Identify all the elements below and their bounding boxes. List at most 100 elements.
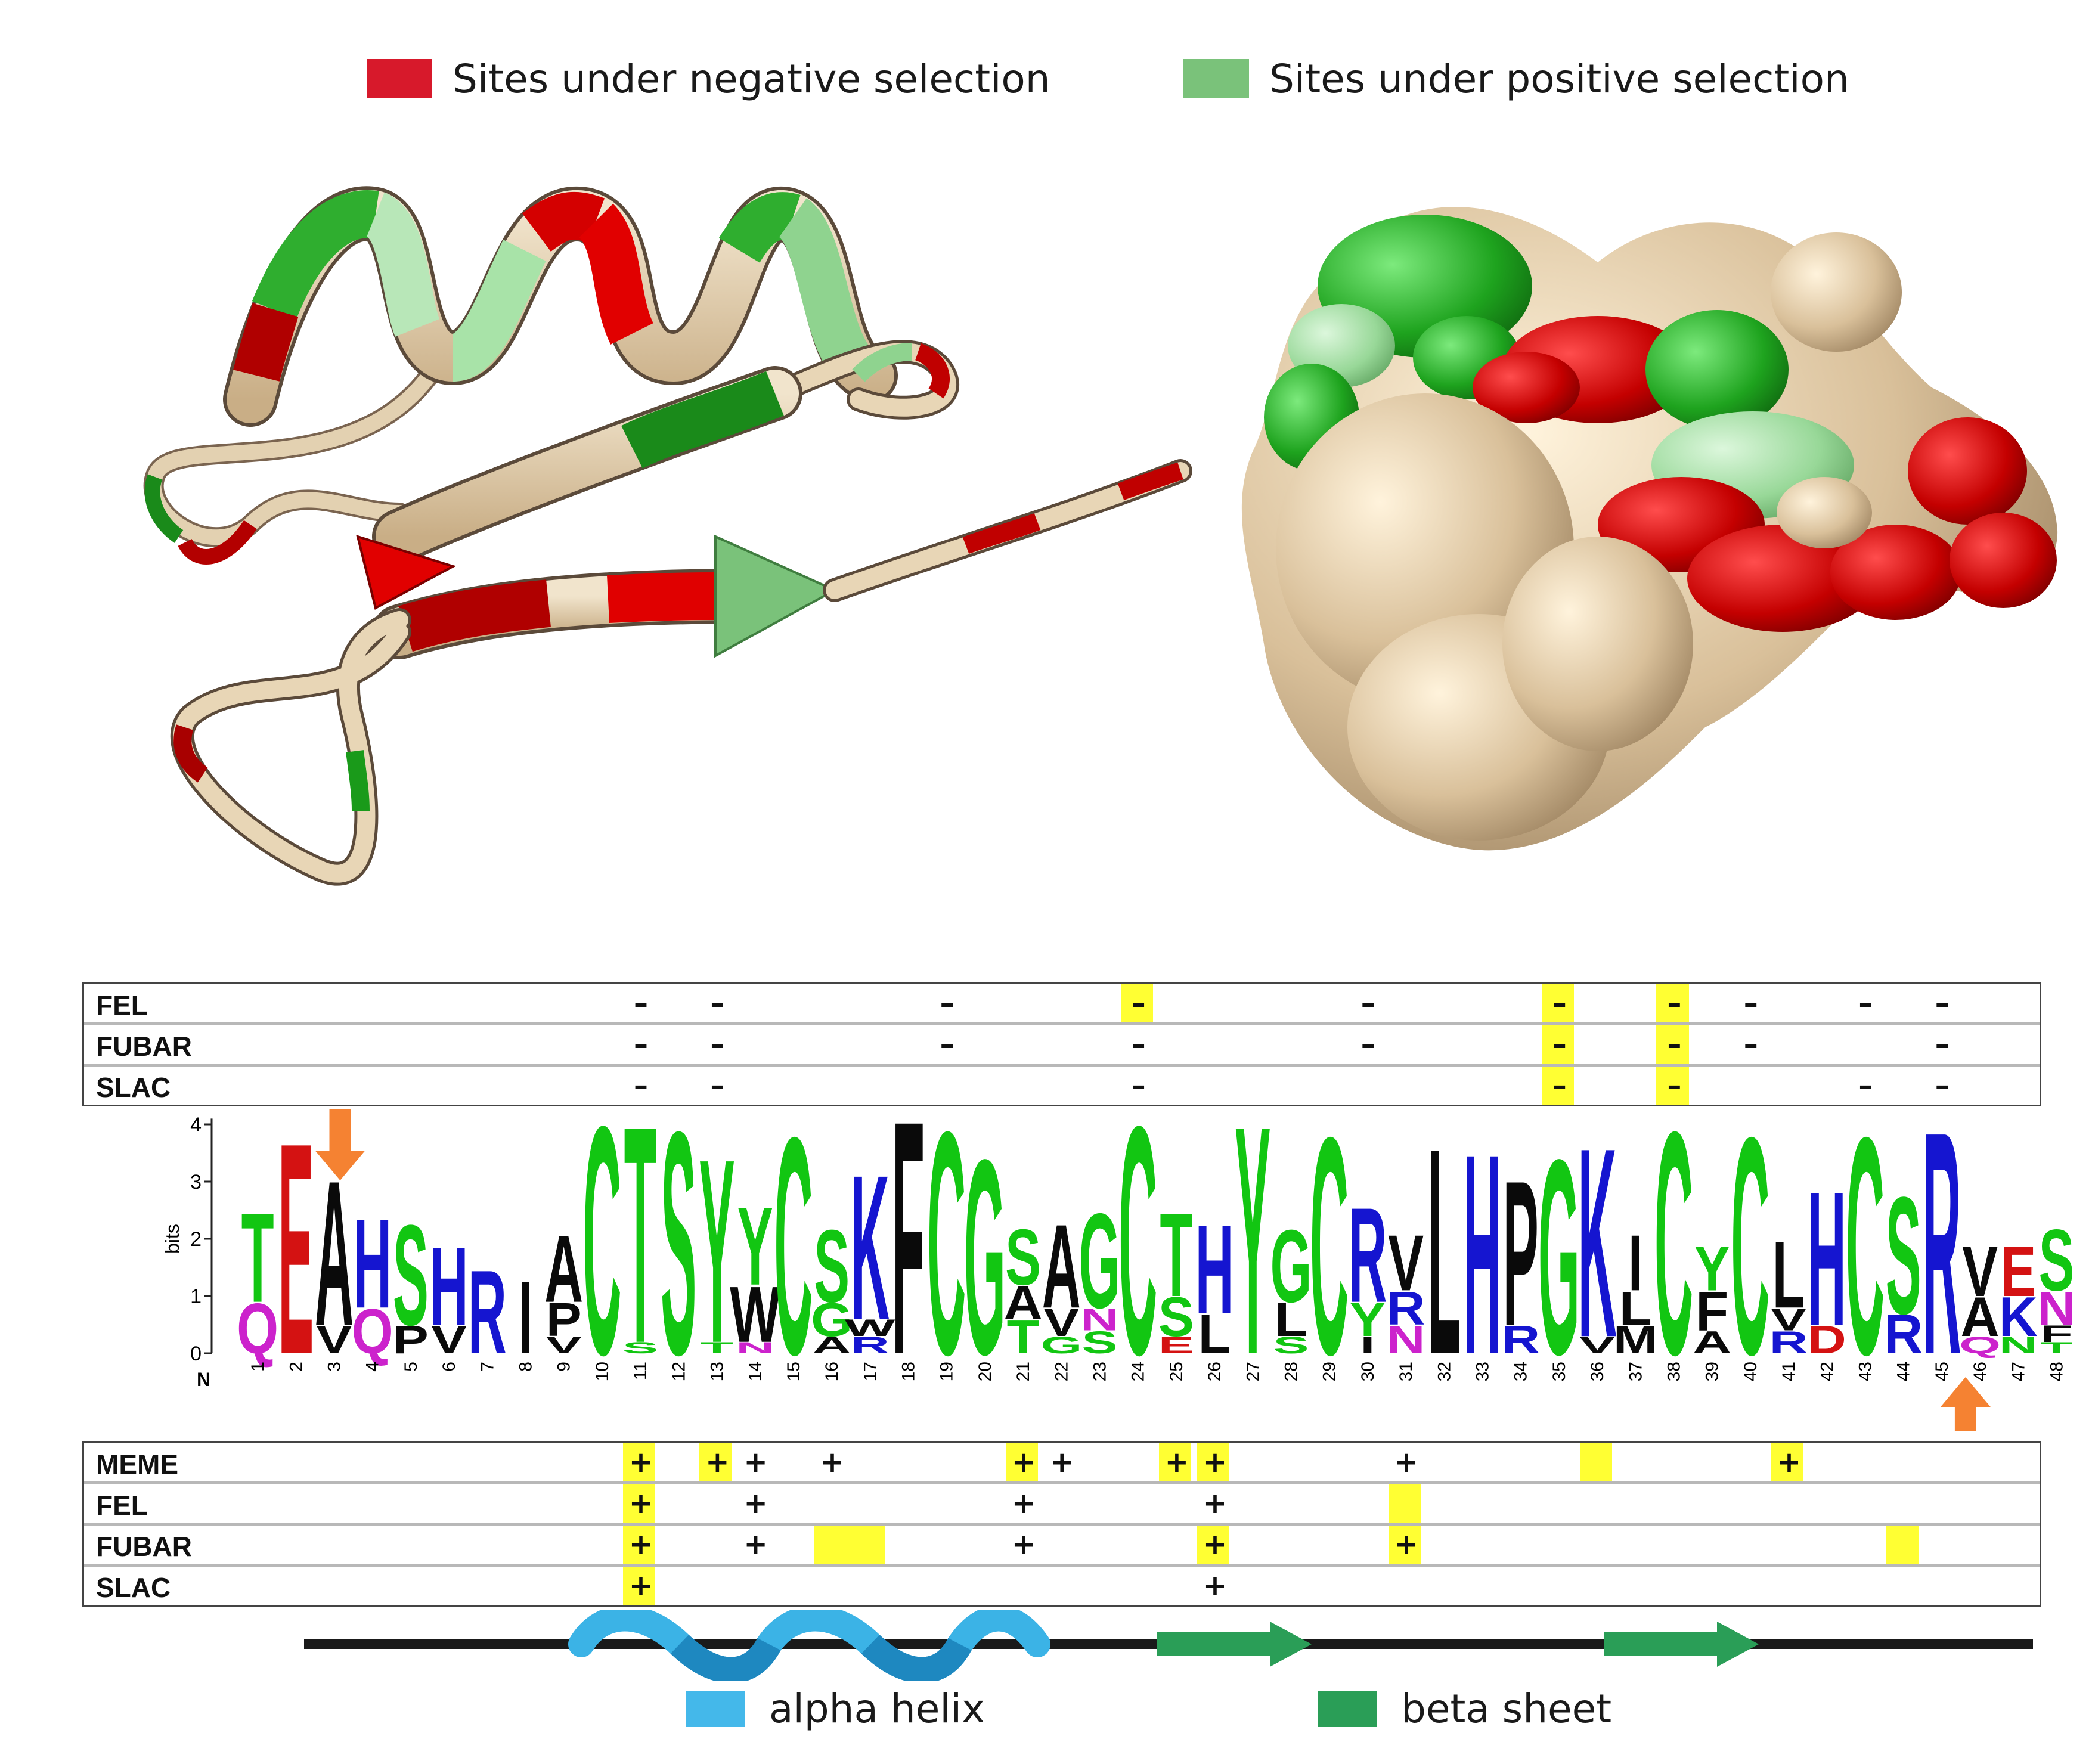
logo-position-label: 28	[1282, 1362, 1301, 1381]
logo-letter-V: V	[1962, 1232, 1998, 1312]
minus-mark: –	[1667, 1028, 1682, 1061]
logo-y-tick-label: 3	[190, 1171, 202, 1193]
alpha-helix-swatch	[686, 1691, 745, 1727]
logo-letter-G: G	[1270, 1209, 1312, 1324]
logo-letter-N: N	[1999, 1332, 2038, 1359]
logo-y-tick-label: 0	[190, 1343, 202, 1365]
logo-letter-R: R	[1348, 1180, 1387, 1331]
logo-letter-V: V	[546, 1332, 582, 1359]
logo-position-label: 13	[708, 1362, 727, 1381]
logo-letter-P: P	[1503, 1138, 1539, 1369]
minus-mark: –	[1858, 987, 1873, 1020]
logo-letter-A: A	[315, 1138, 354, 1369]
logo-position-label: 32	[1434, 1362, 1454, 1381]
logo-letter-G: G	[964, 1102, 1006, 1413]
minus-mark: –	[1131, 1069, 1146, 1102]
logo-letter-L: L	[1619, 1282, 1652, 1335]
logo-letter-R: R	[1769, 1325, 1808, 1360]
logo-letter-T: T	[2040, 1339, 2073, 1357]
plus-mark: +	[628, 1487, 653, 1520]
logo-letter-K: K	[851, 1132, 890, 1363]
logo-letter-K: K	[1578, 1097, 1617, 1394]
highlight-cell	[1197, 1526, 1230, 1564]
logo-letter-L: L	[1275, 1294, 1307, 1347]
logo-letter-H: H	[430, 1224, 469, 1349]
beta-strand-1	[1157, 1622, 1312, 1667]
plus-mark: +	[1394, 1446, 1419, 1479]
highlight-cell	[623, 1443, 656, 1481]
logo-letter-Q: Q	[352, 1296, 393, 1367]
minus-mark: –	[1935, 1069, 1950, 1102]
plus-mark: +	[1011, 1487, 1036, 1520]
highlight-cell	[1541, 1067, 1574, 1105]
logo-position-label: 46	[1970, 1362, 1990, 1381]
beta-strand-2	[1604, 1622, 1759, 1667]
highlight-cell	[1120, 984, 1153, 1022]
logo-letter-N: N	[2037, 1282, 2076, 1335]
logo-position-label: 2	[286, 1362, 306, 1372]
positive-row: FEL + + + +	[84, 1484, 2040, 1526]
logo-position-label: 33	[1473, 1362, 1493, 1381]
logo-letter-N: N	[736, 1339, 774, 1357]
negative-row: FEL – – – – – – – – – –	[84, 984, 2040, 1025]
logo-letter-N: N	[1080, 1301, 1119, 1337]
logo-position-label: 22	[1052, 1362, 1071, 1381]
logo-letter-G: G	[1538, 1102, 1580, 1413]
logo-position-label: 35	[1549, 1362, 1569, 1381]
logo-position-label: 48	[2047, 1362, 2067, 1381]
logo-letter-H: H	[1195, 1198, 1234, 1340]
minus-mark: –	[1131, 987, 1146, 1020]
logo-letter-A: A	[544, 1216, 583, 1322]
logo-y-tick-label: 4	[190, 1114, 202, 1136]
logo-position-label: 16	[822, 1362, 842, 1381]
logo-position-label: 14	[746, 1362, 765, 1381]
logo-letter-G: G	[1079, 1185, 1121, 1337]
track-label: SLAC	[96, 1572, 171, 1603]
highlight-cell	[1389, 1526, 1421, 1564]
logo-letter-S: S	[1082, 1325, 1118, 1360]
minus-mark: –	[710, 987, 725, 1020]
logo-letter-C: C	[927, 1097, 966, 1421]
secondary-structure-track	[304, 1610, 2033, 1681]
plus-mark: +	[1202, 1528, 1228, 1561]
logo-letter-T: T	[241, 1187, 274, 1329]
highlight-cell	[1541, 984, 1574, 1022]
plus-mark: +	[628, 1569, 653, 1602]
logo-n-terminus-label: N	[197, 1369, 210, 1390]
plus-mark: +	[1394, 1528, 1419, 1561]
logo-letter-F: F	[2040, 1320, 2073, 1347]
logo-position-label: 9	[554, 1362, 574, 1372]
logo-letter-H: H	[1463, 1097, 1502, 1415]
logo-position-label: 43	[1856, 1362, 1876, 1381]
highlight-cell	[1656, 1025, 1689, 1064]
logo-letter-G: G	[1040, 1332, 1082, 1359]
logo-letter-E: E	[278, 1097, 314, 1418]
protein-ribbon-structure	[143, 186, 1192, 886]
logo-position-label: 47	[2009, 1362, 2028, 1381]
logo-letter-D: D	[1808, 1317, 1846, 1362]
logo-letter-V: V	[1043, 1300, 1079, 1345]
plus-mark: +	[628, 1528, 653, 1561]
logo-letter-S: S	[1273, 1332, 1309, 1359]
logo-position-label: 45	[1932, 1362, 1952, 1381]
beta-sheet-label: beta sheet	[1401, 1686, 1612, 1732]
plus-mark: +	[743, 1446, 768, 1479]
logo-letter-Y: Y	[1235, 1097, 1270, 1423]
plus-mark: +	[1202, 1569, 1228, 1602]
plus-mark: +	[743, 1528, 768, 1561]
logo-letter-C: C	[1731, 1097, 1769, 1419]
logo-y-tick-label: 2	[190, 1228, 202, 1251]
logo-position-label: 7	[478, 1362, 497, 1372]
highlight-cell	[1158, 1443, 1191, 1481]
highlight-cell	[1541, 1025, 1574, 1064]
beta-sheet-swatch	[1318, 1691, 1377, 1727]
minus-mark: –	[1858, 1069, 1873, 1102]
highlight-cell	[699, 1443, 732, 1481]
logo-letter-A: A	[1961, 1286, 2000, 1348]
logo-letter-R: R	[851, 1332, 890, 1359]
positive-selection-table: MEME + + + + + + + + + + FEL + + + + FUBAR + + + + + SLAC + +	[82, 1441, 2041, 1607]
logo-position-label: 19	[937, 1362, 957, 1381]
highlight-cell	[623, 1526, 656, 1564]
legend-negative: Sites under negative selection	[367, 55, 1050, 103]
